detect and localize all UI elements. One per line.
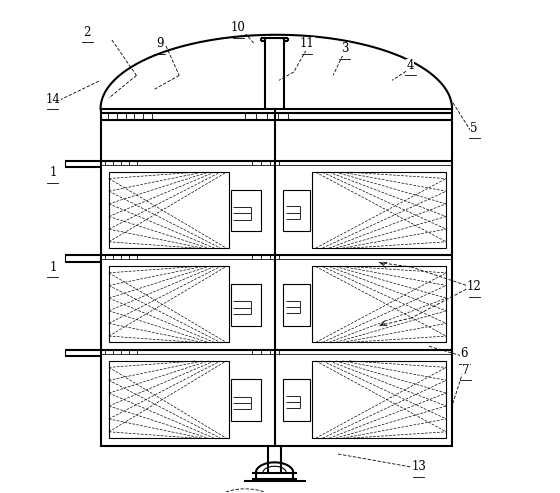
- Bar: [312, 267, 446, 343]
- Bar: [109, 267, 230, 343]
- Text: 2: 2: [83, 26, 91, 39]
- Text: 7: 7: [462, 364, 470, 377]
- Text: 4: 4: [407, 59, 414, 72]
- Text: 1: 1: [49, 166, 57, 179]
- Text: 6: 6: [461, 347, 468, 360]
- Text: 13: 13: [411, 460, 426, 473]
- Text: 1: 1: [49, 261, 57, 274]
- Bar: [231, 190, 262, 231]
- Text: 11: 11: [300, 37, 314, 50]
- Bar: [283, 379, 310, 421]
- Text: 9: 9: [156, 37, 164, 50]
- Bar: [283, 284, 310, 326]
- Bar: [312, 172, 446, 248]
- Text: 12: 12: [467, 281, 482, 293]
- Text: 3: 3: [341, 42, 349, 55]
- Text: 10: 10: [231, 21, 246, 34]
- Bar: [109, 172, 230, 248]
- Bar: [312, 361, 446, 438]
- Bar: [231, 284, 262, 326]
- Bar: [109, 361, 230, 438]
- Bar: [231, 379, 262, 421]
- Bar: [101, 109, 452, 446]
- Bar: [283, 190, 310, 231]
- Text: 14: 14: [45, 93, 60, 106]
- Text: 5: 5: [470, 122, 478, 135]
